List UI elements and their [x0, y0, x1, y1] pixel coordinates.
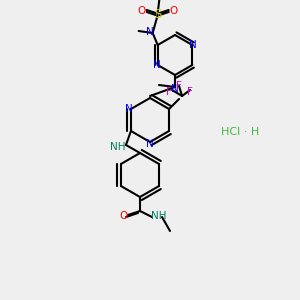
Text: O: O [119, 211, 127, 221]
Text: F: F [166, 87, 172, 97]
Text: O: O [169, 6, 178, 16]
Text: HCl · H: HCl · H [221, 127, 259, 137]
Text: O: O [138, 6, 146, 16]
Text: F: F [187, 87, 193, 97]
Text: NH: NH [110, 142, 126, 152]
Text: NH: NH [151, 211, 167, 221]
Text: N: N [146, 27, 154, 37]
Text: N: N [189, 40, 197, 50]
Text: N: N [171, 84, 179, 94]
Text: N: N [146, 139, 154, 149]
Text: N: N [153, 60, 160, 70]
Text: N: N [125, 104, 133, 114]
Text: S: S [154, 8, 161, 22]
Text: F: F [176, 81, 182, 91]
